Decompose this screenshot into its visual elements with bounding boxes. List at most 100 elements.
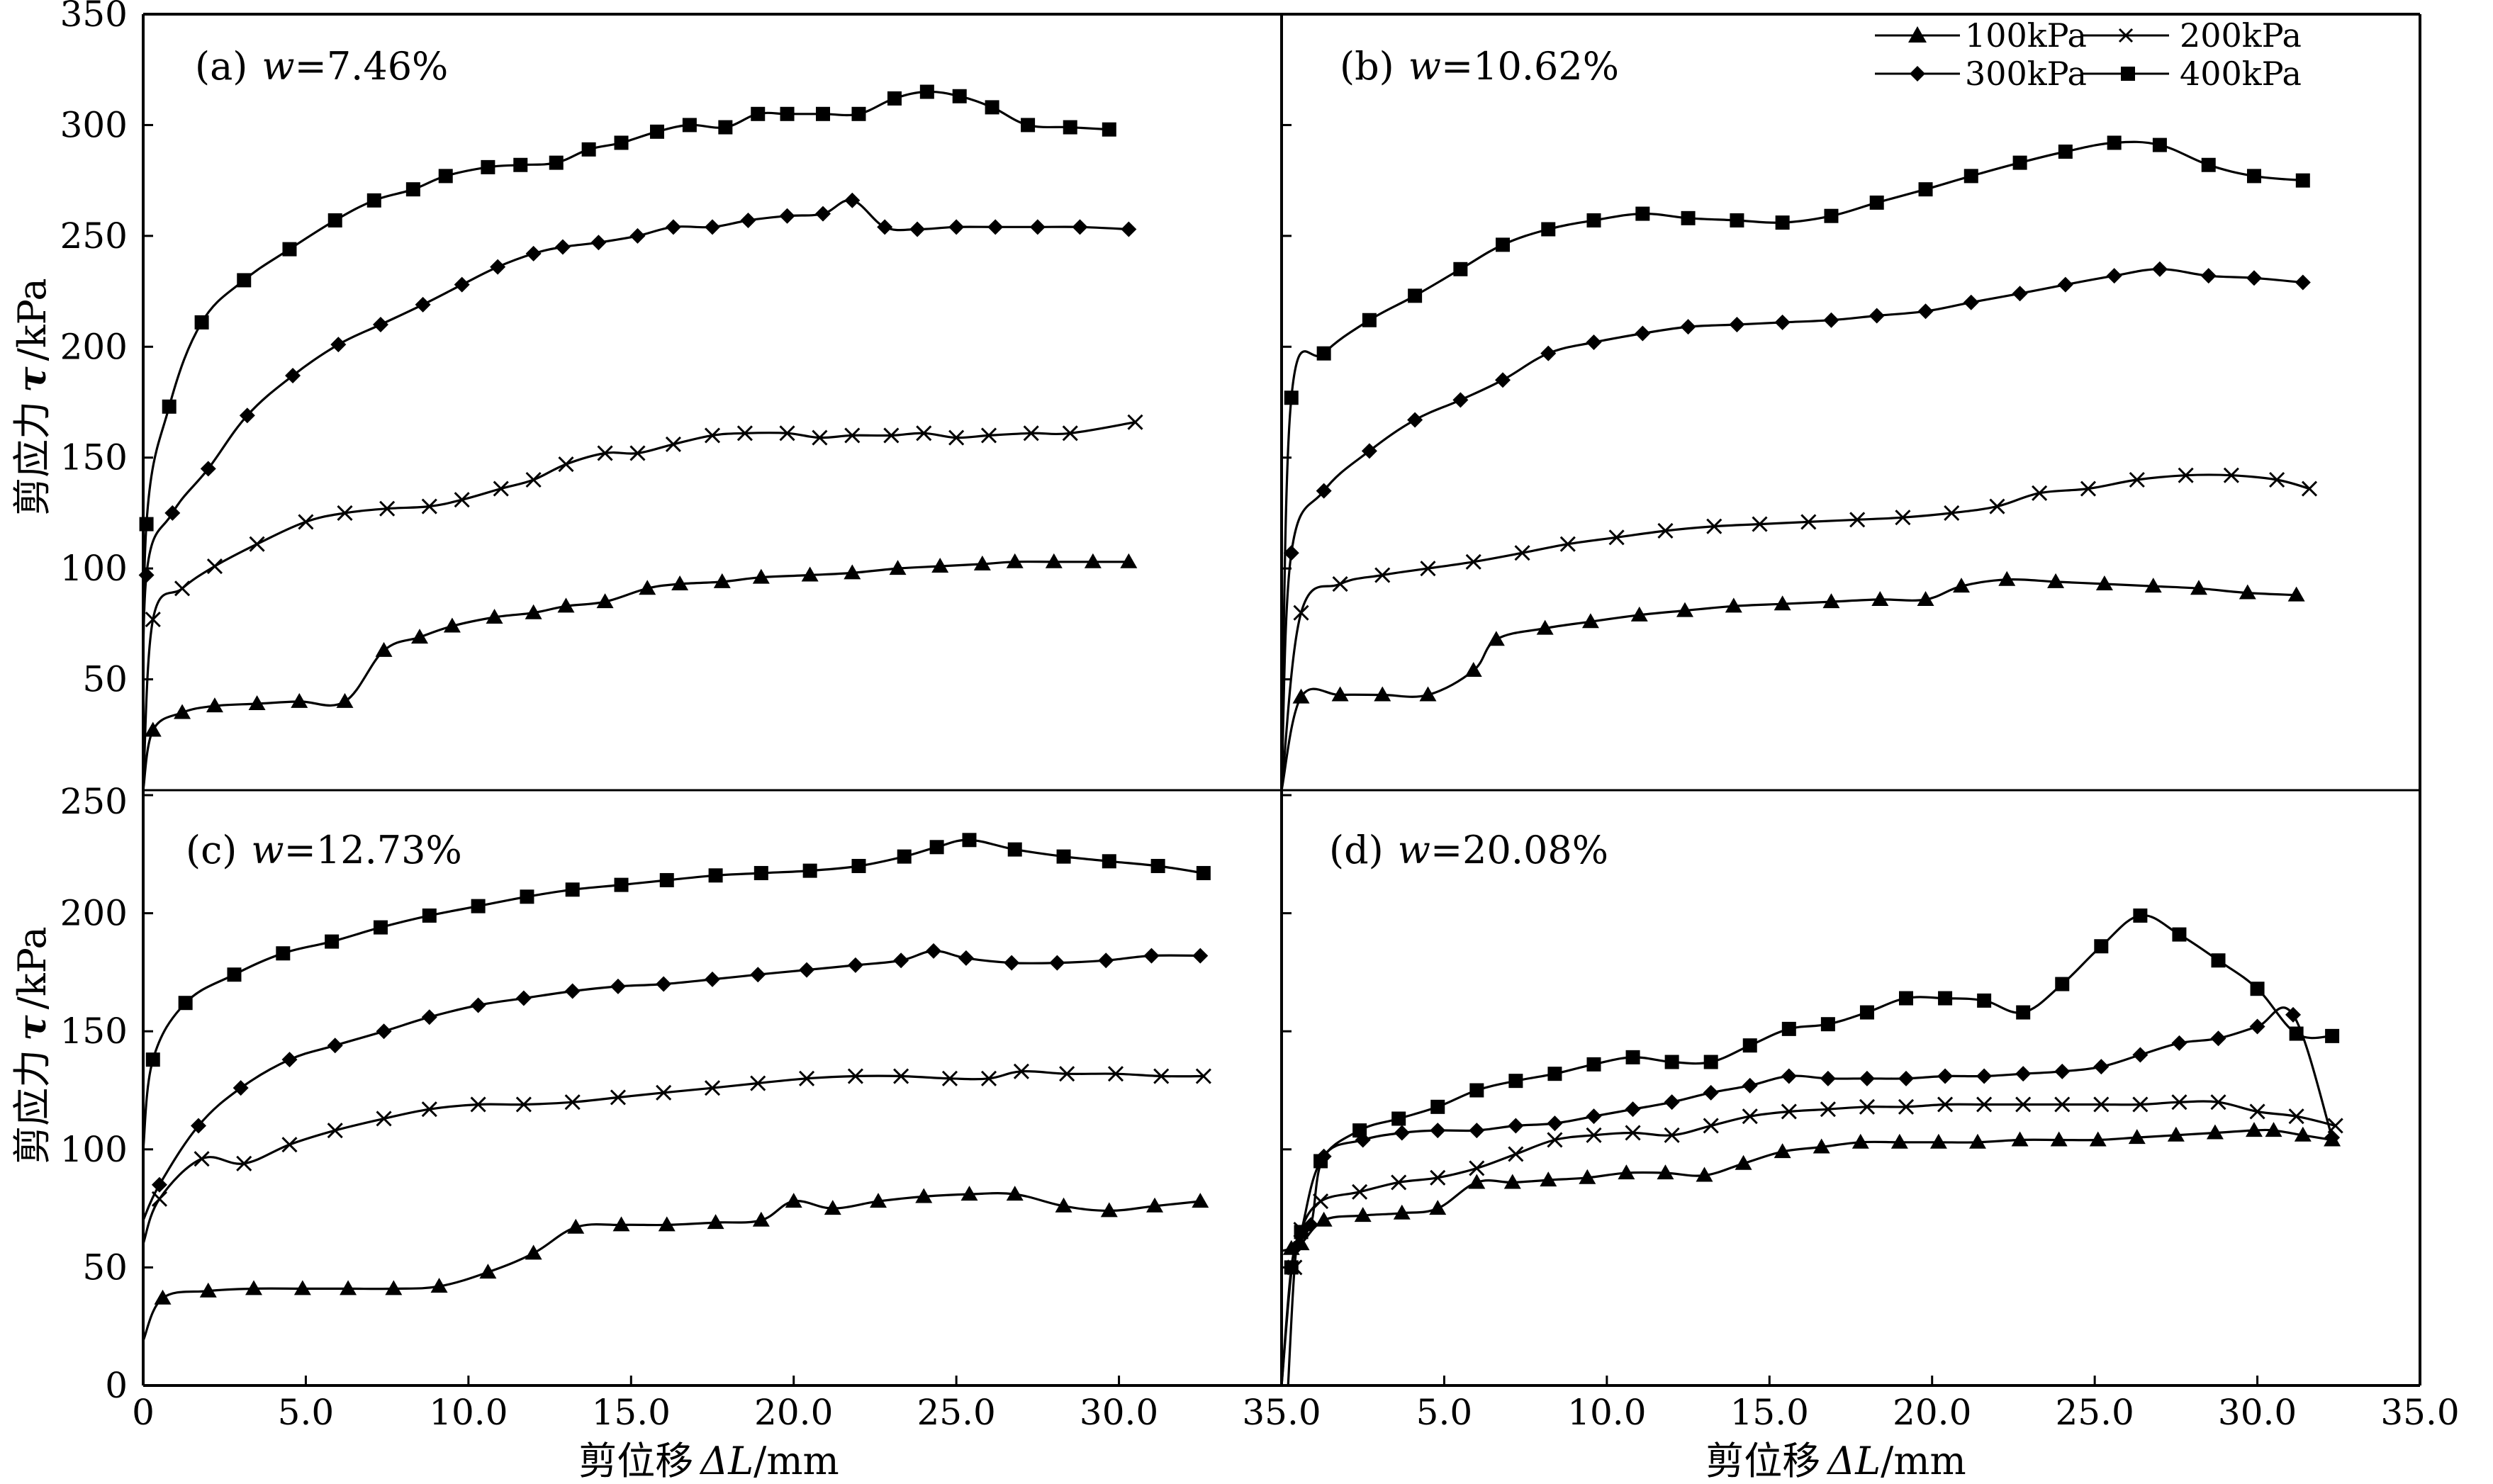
data-point-300kpa (1963, 294, 1979, 310)
data-point-200kpa (281, 1137, 298, 1153)
data-point-200kpa (704, 1080, 721, 1096)
data-point-100kpa (2095, 575, 2113, 591)
data-point-300kpa (610, 978, 626, 994)
data-point-200kpa (1153, 1068, 1170, 1084)
data-point-300kpa (1823, 312, 1839, 328)
data-point-100kpa (2047, 573, 2065, 588)
data-point-400kpa (682, 118, 697, 133)
data-point-100kpa (293, 1280, 311, 1295)
data-point-300kpa (1495, 372, 1511, 388)
data-point-200kpa (2223, 467, 2239, 483)
data-point-400kpa (1007, 842, 1022, 857)
data-point-200kpa (1559, 536, 1576, 552)
data-point-300kpa (799, 962, 815, 978)
data-point-200kpa (1989, 498, 2005, 515)
data-point-300kpa (2093, 1059, 2110, 1075)
x-tick-label: 30.0 (2218, 1392, 2297, 1433)
data-point-200kpa (1465, 553, 1481, 570)
data-point-200kpa (980, 427, 997, 444)
data-point-200kpa (844, 427, 861, 444)
data-point-100kpa (1871, 590, 1889, 606)
data-point-300kpa (1430, 1123, 1446, 1139)
data-point-200kpa (704, 427, 721, 444)
data-point-200kpa (1586, 1127, 1602, 1143)
data-point-200kpa (893, 1068, 909, 1084)
data-point-400kpa (1102, 122, 1116, 137)
data-point-200kpa (421, 498, 437, 515)
data-point-100kpa (206, 697, 223, 713)
x-tick-label: 20.0 (754, 1392, 833, 1433)
data-point-100kpa (2089, 1131, 2107, 1147)
data-point-300kpa (1049, 955, 1065, 971)
data-point-300kpa (1072, 219, 1088, 235)
data-point-300kpa (2012, 286, 2028, 302)
data-point-400kpa (1196, 865, 1211, 880)
data-point-300kpa (1635, 325, 1651, 342)
data-point-400kpa (2094, 939, 2109, 954)
data-point-100kpa (174, 704, 191, 719)
data-point-300kpa (1586, 1108, 1602, 1125)
data-point-300kpa (2171, 1035, 2187, 1051)
data-point-200kpa (1430, 1169, 1446, 1186)
x-tick-label: 5.0 (1416, 1392, 1473, 1433)
data-point-200kpa (1625, 1125, 1641, 1141)
data-point-400kpa (802, 863, 817, 878)
data-point-300kpa (1192, 948, 1209, 964)
data-point-300kpa (750, 967, 766, 983)
data-point-400kpa (649, 124, 664, 139)
data-point-100kpa (1657, 1164, 1674, 1180)
data-point-200kpa (421, 1101, 437, 1118)
data-point-100kpa (1735, 1154, 1752, 1170)
data-point-300kpa (421, 1009, 437, 1025)
data-point-100kpa (430, 1278, 448, 1293)
data-point-100kpa (557, 597, 575, 613)
data-point-400kpa (2211, 953, 2226, 968)
data-point-400kpa (1508, 1074, 1523, 1089)
data-point-200kpa (2054, 1096, 2071, 1113)
data-point-100kpa (2206, 1124, 2224, 1140)
data-point-400kpa (2295, 173, 2310, 188)
data-point-100kpa (1929, 1133, 1947, 1149)
legend-marker-300kpa (1910, 66, 1925, 81)
data-point-100kpa (707, 1214, 724, 1230)
panel-label-b: (b) w=10.62% (1340, 44, 1619, 89)
data-point-300kpa (590, 235, 607, 251)
data-point-200kpa (145, 612, 161, 628)
y-tick-label: 250 (60, 215, 128, 257)
data-point-100kpa (1146, 1197, 1164, 1213)
legend-label-300kpa: 300kPa (1965, 55, 2087, 93)
data-point-300kpa (376, 1023, 392, 1040)
data-point-100kpa (2287, 586, 2305, 602)
data-point-100kpa (889, 560, 907, 575)
y-tick-label: 350 (60, 0, 128, 35)
data-point-400kpa (1664, 1055, 1679, 1069)
data-point-300kpa (815, 206, 831, 222)
data-point-100kpa (1419, 686, 1437, 702)
data-point-300kpa (515, 990, 532, 1006)
data-point-400kpa (1352, 1123, 1367, 1138)
data-point-400kpa (1820, 1017, 1835, 1032)
data-point-200kpa (525, 471, 542, 488)
data-point-300kpa (1625, 1101, 1641, 1118)
data-point-100kpa (1536, 619, 1554, 635)
data-point-200kpa (1293, 605, 1309, 621)
y-tick-label: 250 (60, 781, 128, 822)
data-point-300kpa (1283, 545, 1299, 561)
data-point-200kpa (1059, 1066, 1075, 1082)
data-point-400kpa (962, 833, 977, 848)
data-point-200kpa (980, 1070, 997, 1086)
data-point-200kpa (1508, 1146, 1524, 1162)
data-point-100kpa (1618, 1164, 1635, 1180)
data-point-200kpa (750, 1075, 766, 1091)
data-point-400kpa (1453, 262, 1468, 276)
data-point-300kpa (138, 567, 155, 583)
data-point-400kpa (481, 159, 495, 174)
data-point-100kpa (525, 604, 542, 619)
data-point-100kpa (1822, 593, 1840, 609)
x-tick-label: 20.0 (1893, 1392, 1971, 1433)
data-point-400kpa (1547, 1067, 1562, 1081)
data-point-100kpa (1331, 686, 1349, 702)
data-point-400kpa (1541, 222, 1556, 237)
data-point-400kpa (919, 84, 934, 99)
data-point-400kpa (1859, 1005, 1874, 1020)
